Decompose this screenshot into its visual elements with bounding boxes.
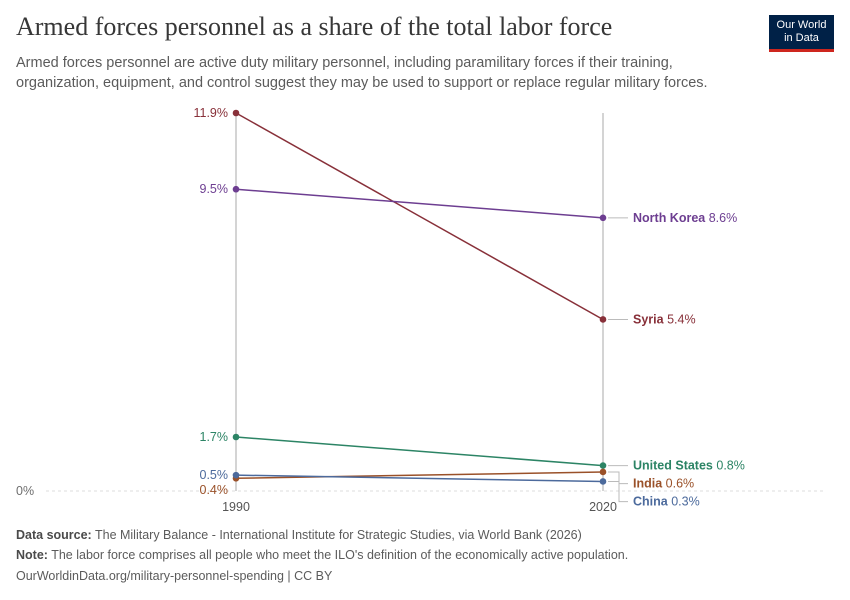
- series-line-syria: [235, 112, 604, 321]
- source-url[interactable]: OurWorldinData.org/military-personnel-sp…: [16, 569, 333, 583]
- data-point-united-states-1990: [232, 433, 240, 441]
- note-label: Note:: [16, 548, 48, 562]
- data-source: Data source: The Military Balance - Inte…: [16, 528, 582, 542]
- start-value-label-china: 0.5%: [200, 468, 229, 482]
- note-text: The labor force comprises all people who…: [51, 548, 629, 562]
- end-value-label-north-korea: 8.6%: [705, 211, 737, 225]
- owid-logo[interactable]: Our World in Data: [769, 15, 834, 52]
- end-label-china: China 0.3%: [633, 495, 700, 509]
- series-name-north-korea: North Korea: [633, 211, 706, 225]
- data-point-syria-1990: [232, 109, 240, 117]
- line-chart: 0% 1990 2020 11.9% 9.5% 1.7% 0.5%0.4% North Kor…: [16, 106, 825, 514]
- data-point-china-1990: [232, 471, 240, 479]
- series-line-united-states: [235, 436, 604, 467]
- end-value-label-united-states: 0.8%: [713, 459, 745, 473]
- series-line-china: [235, 474, 604, 483]
- data-point-north-korea-2020: [599, 214, 607, 222]
- end-label-north-korea: North Korea 8.6%: [633, 211, 737, 225]
- series-name-united-states: United States: [633, 459, 713, 473]
- series-line-india: [235, 471, 604, 480]
- end-value-label-india: 0.6%: [662, 477, 694, 491]
- chart-title: Armed forces personnel as a share of the…: [16, 12, 613, 41]
- data-source-text: The Military Balance - International Ins…: [94, 528, 582, 542]
- y-axis-zero-label: 0%: [16, 484, 34, 498]
- data-source-label: Data source:: [16, 528, 92, 542]
- data-point-syria-2020: [599, 316, 607, 323]
- end-label-india: India 0.6%: [633, 477, 694, 491]
- end-value-label-china: 0.3%: [668, 495, 700, 509]
- end-label-united-states: United States 0.8%: [633, 459, 745, 473]
- start-value-label-india: 0.4%: [200, 483, 229, 497]
- start-value-label-north-korea: 9.5%: [200, 182, 229, 196]
- label-connector-india: [608, 471, 628, 485]
- x-tick-label-1990: 1990: [222, 500, 250, 514]
- logo-line-1: Our World: [776, 19, 827, 31]
- series-line-north-korea: [235, 188, 604, 219]
- x-tick-label-2020: 2020: [589, 500, 617, 514]
- end-label-syria: Syria 5.4%: [633, 312, 696, 326]
- data-point-united-states-2020: [599, 462, 607, 469]
- series-name-india: India: [633, 477, 663, 491]
- end-value-label-syria: 5.4%: [664, 312, 696, 326]
- label-connector-china: [608, 480, 628, 503]
- logo-line-2: in Data: [784, 32, 819, 44]
- series-name-china: China: [633, 495, 669, 509]
- chart-note: Note: The labor force comprises all peop…: [16, 548, 628, 562]
- data-point-north-korea-1990: [232, 185, 240, 193]
- data-point-china-2020: [599, 478, 607, 485]
- data-point-india-2020: [599, 468, 607, 476]
- start-value-label-united-states: 1.7%: [200, 430, 229, 444]
- series-name-syria: Syria: [633, 312, 665, 326]
- chart-subtitle: Armed forces personnel are active duty m…: [16, 55, 708, 91]
- start-value-label-syria: 11.9%: [193, 106, 228, 120]
